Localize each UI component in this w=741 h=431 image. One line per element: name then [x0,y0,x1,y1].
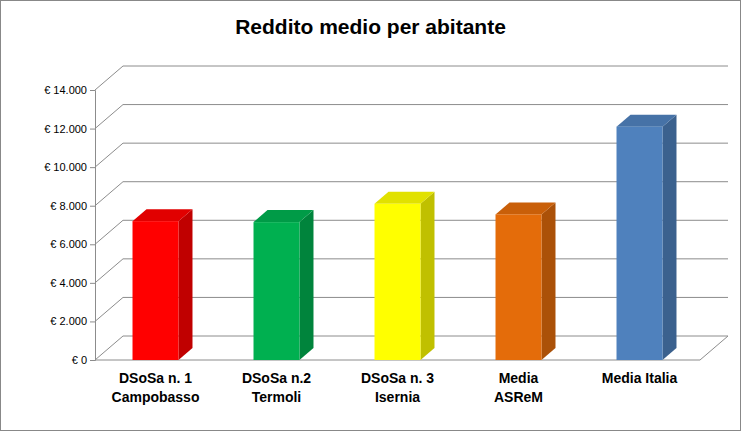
x-tick-label: DSoSa n. 3Isernia [361,370,434,405]
y-axis: € 0 € 2.000 € 4.000 € 6.000 € 8.000 € 10.000 €… [44,84,95,366]
y-tick-mark [90,167,95,168]
title: Reddito medio per abitante [235,15,506,38]
grid-line [95,66,728,90]
y-tick: € 4.000 [50,277,95,289]
bar-side [299,210,313,360]
background [1,1,741,431]
chart: Reddito medio per abitante € 0 € 2.000 € 4.… [0,0,741,431]
y-tick-mark [90,321,95,322]
y-tick-mark [90,283,95,284]
bar [133,221,179,360]
y-tick-label: € 6.000 [50,238,87,250]
y-tick-mark [90,129,95,130]
x-tick-label: DSoSa n. 1Campobasso [112,370,200,405]
y-tick-mark [90,90,95,91]
bar-top [617,115,677,127]
bar-side [420,192,434,360]
bar [617,127,663,360]
bar [254,222,300,360]
x-tick-label: MediaASReM [494,370,543,405]
y-tick-label: € 8.000 [50,200,87,212]
bar-group [617,115,677,360]
bar-group [133,209,193,360]
y-tick: € 6.000 [50,238,95,250]
y-tick-label: € 2.000 [50,315,87,327]
x-tick-label: DSoSa n.2Termoli [242,370,311,405]
bar-side [541,202,555,360]
y-tick-mark [90,244,95,245]
x-tick: MediaASReM [494,370,543,405]
y-axis-line [90,91,96,361]
y-tick-mark [90,206,95,207]
bar-group [375,192,435,360]
y-tick-label: € 10.000 [44,161,87,173]
grid-line [95,105,728,129]
y-tick: € 8.000 [50,200,95,212]
bar-side [178,209,192,360]
x-axis: DSoSa n. 1Campobasso DSoSa n.2Termoli DSoS… [112,370,678,405]
x-tick: DSoSa n. 3Isernia [361,370,434,405]
bars [133,115,677,360]
x-tick-label: Media Italia [602,370,678,386]
y-tick: € 12.000 [44,123,95,135]
y-tick: € 10.000 [44,161,95,173]
x-tick: DSoSa n. 1Campobasso [112,370,200,405]
y-tick-mark [90,360,95,361]
y-tick: € 2.000 [50,315,95,327]
bar [375,204,421,360]
bar-top [375,192,435,204]
bar [496,214,542,360]
x-tick: Media Italia [602,370,678,386]
y-tick-label: € 12.000 [44,123,87,135]
bar-top [133,209,193,221]
grid [95,66,728,360]
y-tick-label: € 0 [72,354,87,366]
y-tick: € 14.000 [44,84,95,96]
bar-group [254,210,314,360]
bar-top [496,202,556,214]
y-tick-label: € 14.000 [44,84,87,96]
bar-side [662,115,676,360]
bar-group [496,202,556,360]
bar-top [254,210,314,222]
y-tick-label: € 4.000 [50,277,87,289]
y-tick: € 0 [72,354,95,366]
x-tick: DSoSa n.2Termoli [242,370,311,405]
